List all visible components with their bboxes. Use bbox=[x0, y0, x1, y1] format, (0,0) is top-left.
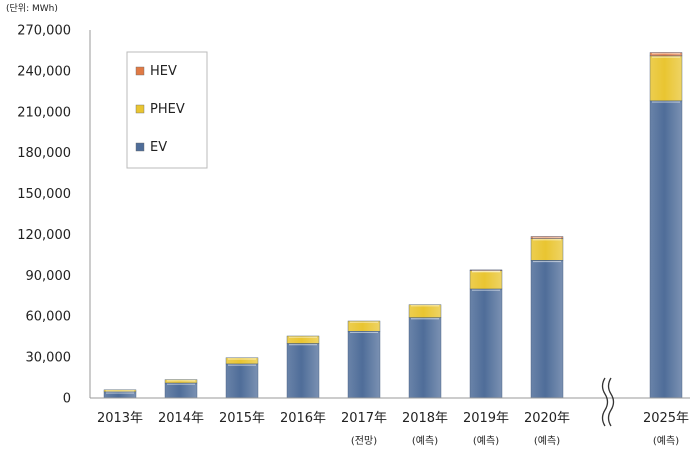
x-tick-note: (예측) bbox=[653, 435, 679, 447]
y-tick-label: 90,000 bbox=[26, 269, 72, 284]
legend-label-phev: PHEV bbox=[150, 102, 185, 117]
x-tick-label: 2015年 bbox=[219, 411, 265, 426]
legend: HEV PHEV EV bbox=[126, 51, 208, 169]
x-tick-note: (예측) bbox=[534, 435, 560, 447]
axis-break-mark bbox=[601, 377, 615, 427]
legend-label-ev: EV bbox=[150, 140, 167, 155]
x-tick-label: 2019年 bbox=[463, 411, 509, 426]
x-tick-label: 2017年 bbox=[341, 411, 387, 426]
y-tick-label: 210,000 bbox=[17, 105, 71, 120]
axis-break-line bbox=[607, 377, 615, 427]
bar-ev-2 bbox=[225, 363, 259, 399]
bar-ev-1 bbox=[164, 382, 198, 399]
y-axis: 0 30,000 60,000 90,000 120,000 150,000 180,000… bbox=[17, 24, 91, 407]
bar-phev-8 bbox=[649, 55, 683, 102]
bar-hev-6 bbox=[469, 269, 503, 271]
x-tick-label: 2018年 bbox=[402, 411, 448, 426]
y-tick-label: 270,000 bbox=[17, 24, 71, 39]
legend-swatch-hev bbox=[135, 66, 145, 76]
y-tick-label: 60,000 bbox=[26, 310, 72, 325]
x-tick-label: 2016年 bbox=[280, 411, 326, 426]
y-tick-label: 150,000 bbox=[17, 187, 71, 202]
y-tick-label: 120,000 bbox=[17, 228, 71, 243]
legend-swatch-ev bbox=[135, 142, 145, 152]
y-tick-label: 180,000 bbox=[17, 146, 71, 161]
bar-ev-4 bbox=[347, 331, 381, 399]
x-tick-label: 2025年 bbox=[643, 411, 689, 426]
bar-ev-7 bbox=[530, 260, 564, 399]
x-tick-note: (예측) bbox=[412, 435, 438, 447]
bar-phev-2 bbox=[225, 357, 259, 365]
bar-phev-4 bbox=[347, 320, 381, 332]
bar-phev-3 bbox=[286, 335, 320, 344]
unit-label: (단위: MWh) bbox=[6, 3, 58, 14]
bar-ev-3 bbox=[286, 343, 320, 399]
legend-swatch-phev bbox=[135, 104, 145, 114]
x-axis: 2013年 2014年 2015年 2016年 2017年 (전망) 2018年 (예측) 20… bbox=[90, 397, 690, 447]
x-tick-label: 2013年 bbox=[97, 411, 143, 426]
bar-ev-8 bbox=[649, 100, 683, 399]
legend-label-hev: HEV bbox=[150, 64, 177, 79]
axis-break-line bbox=[601, 377, 609, 427]
bar-ev-6 bbox=[469, 288, 503, 399]
bar-phev-5 bbox=[408, 304, 442, 318]
x-tick-label: 2014年 bbox=[158, 411, 204, 426]
bar-ev-5 bbox=[408, 317, 442, 399]
bar-phev-7 bbox=[530, 238, 564, 261]
y-tick-label: 0 bbox=[63, 392, 71, 407]
y-tick-label: 30,000 bbox=[26, 351, 72, 366]
x-tick-label: 2020年 bbox=[524, 411, 570, 426]
x-tick-note: (전망) bbox=[351, 435, 377, 447]
x-tick-note: (예측) bbox=[473, 435, 499, 447]
bar-phev-6 bbox=[469, 270, 503, 290]
y-tick-label: 240,000 bbox=[17, 64, 71, 79]
